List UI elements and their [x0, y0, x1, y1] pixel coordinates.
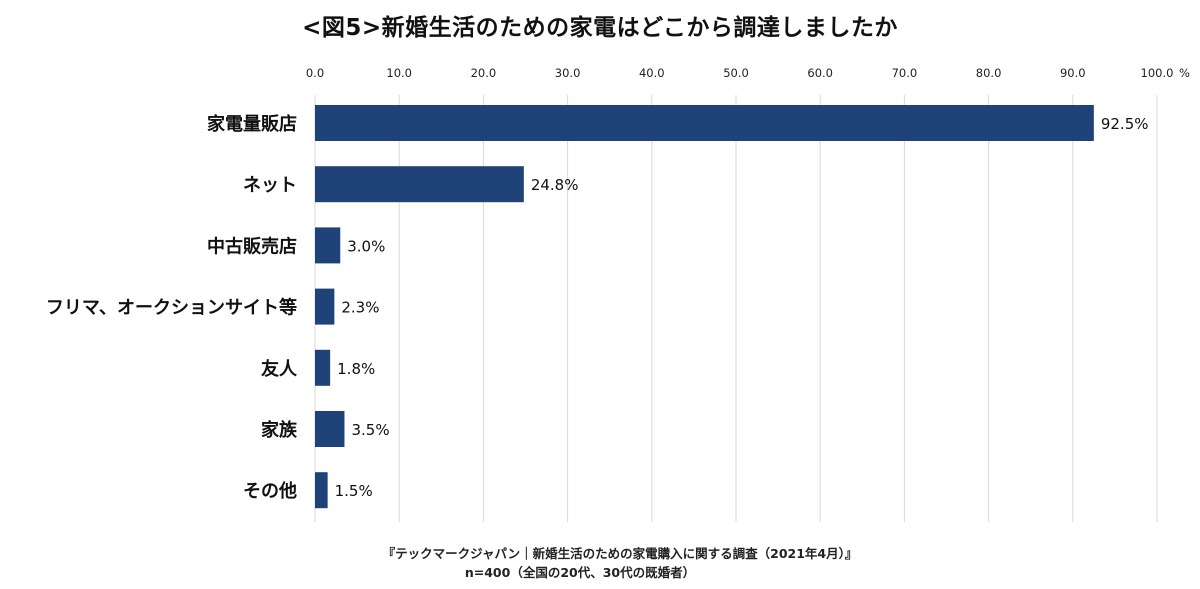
bar [315, 288, 335, 325]
x-tick-label: 60.0 [807, 66, 833, 80]
bar [315, 166, 524, 203]
value-label: 92.5% [1101, 115, 1149, 133]
x-tick-label: 0.0 [306, 66, 324, 80]
value-labels: 92.5% 24.8% 3.0% 2.3% 1.8% 3.5% 1.5% [335, 115, 1149, 500]
category-label: 家電量販店 [207, 113, 297, 135]
bar [315, 105, 1094, 141]
source-note: 『テックマークジャパン｜新婚生活のための家電購入に関する調査（2021年4月）』 [382, 546, 858, 561]
value-label: 24.8% [531, 176, 579, 194]
value-label: 1.5% [335, 482, 373, 500]
bar [315, 349, 331, 386]
category-label: その他 [243, 480, 297, 502]
x-tick-label: 10.0 [386, 66, 412, 80]
value-label: 2.3% [341, 299, 379, 317]
bar [315, 227, 341, 264]
category-label: 友人 [261, 358, 298, 380]
x-tick-label: 70.0 [892, 66, 918, 80]
x-unit-label: % [1179, 66, 1190, 80]
x-tick-label: 80.0 [976, 66, 1002, 80]
x-tick-label: 40.0 [639, 66, 665, 80]
x-tick-label: 90.0 [1060, 66, 1086, 80]
category-label: 家族 [261, 419, 298, 441]
bar [315, 411, 345, 447]
x-tick-label: 100.0 [1141, 66, 1174, 80]
chart-title: <図5>新婚生活のための家電はどこから調達しましたか [302, 15, 898, 41]
value-label: 3.5% [351, 421, 389, 439]
category-label: ネット [243, 175, 297, 196]
sample-note: n=400（全国の20代、30代の既婚者） [464, 565, 696, 580]
value-label: 1.8% [337, 360, 375, 378]
grid-lines [314, 95, 1158, 522]
bar [315, 472, 328, 509]
bars [315, 105, 1094, 509]
x-axis-ticks: 0.0 10.0 20.0 30.0 40.0 50.0 60.0 70.0 80.0 90.0 1… [306, 66, 1190, 80]
category-label: 中古販売店 [207, 235, 297, 257]
value-label: 3.0% [347, 237, 385, 255]
category-label: フリマ、オークションサイト等 [46, 297, 297, 319]
x-tick-label: 20.0 [471, 66, 497, 80]
x-tick-label: 30.0 [555, 66, 581, 80]
x-tick-label: 50.0 [723, 66, 749, 80]
